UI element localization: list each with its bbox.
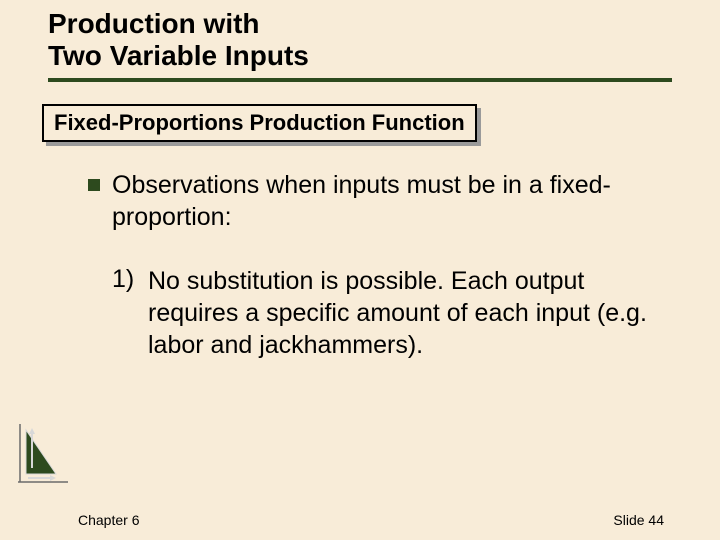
slide-title: Production with Two Variable Inputs bbox=[0, 0, 720, 72]
subtitle-text: Fixed-Proportions Production Function bbox=[42, 104, 477, 142]
bullet-item: Observations when inputs must be in a fi… bbox=[112, 170, 654, 233]
footer-chapter: Chapter 6 bbox=[78, 512, 139, 528]
corner-triangle-graphic bbox=[12, 424, 68, 488]
square-bullet-icon bbox=[88, 179, 100, 191]
numbered-item: 1) No substitution is possible. Each out… bbox=[112, 265, 654, 361]
footer-slide-number: Slide 44 bbox=[613, 512, 664, 528]
numbered-label: 1) bbox=[112, 265, 134, 294]
title-line-1: Production with bbox=[48, 8, 720, 40]
bullet-text: Observations when inputs must be in a fi… bbox=[112, 170, 654, 233]
slide-footer: Chapter 6 Slide 44 bbox=[0, 512, 720, 528]
numbered-text: No substitution is possible. Each output… bbox=[148, 265, 654, 361]
title-underline bbox=[48, 78, 672, 82]
subtitle-box: Fixed-Proportions Production Function bbox=[42, 104, 477, 142]
title-line-2: Two Variable Inputs bbox=[48, 40, 720, 72]
